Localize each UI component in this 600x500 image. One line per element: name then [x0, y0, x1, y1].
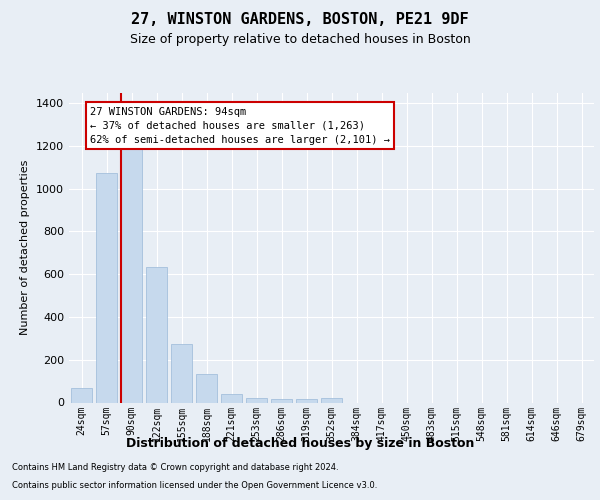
- Y-axis label: Number of detached properties: Number of detached properties: [20, 160, 31, 335]
- Text: Contains public sector information licensed under the Open Government Licence v3: Contains public sector information licen…: [12, 481, 377, 490]
- Bar: [96, 172, 117, 402]
- Bar: [221, 394, 242, 402]
- Bar: [196, 374, 217, 402]
- Text: 27 WINSTON GARDENS: 94sqm
← 37% of detached houses are smaller (1,263)
62% of se: 27 WINSTON GARDENS: 94sqm ← 37% of detac…: [90, 106, 390, 144]
- Bar: [71, 388, 92, 402]
- Bar: [246, 398, 267, 402]
- Text: Size of property relative to detached houses in Boston: Size of property relative to detached ho…: [130, 32, 470, 46]
- Bar: [146, 266, 167, 402]
- Bar: [296, 398, 317, 402]
- Text: Contains HM Land Registry data © Crown copyright and database right 2024.: Contains HM Land Registry data © Crown c…: [12, 464, 338, 472]
- Bar: [321, 398, 342, 402]
- Bar: [121, 133, 142, 402]
- Bar: [271, 398, 292, 402]
- Text: 27, WINSTON GARDENS, BOSTON, PE21 9DF: 27, WINSTON GARDENS, BOSTON, PE21 9DF: [131, 12, 469, 28]
- Bar: [171, 344, 192, 402]
- Text: Distribution of detached houses by size in Boston: Distribution of detached houses by size …: [126, 438, 474, 450]
